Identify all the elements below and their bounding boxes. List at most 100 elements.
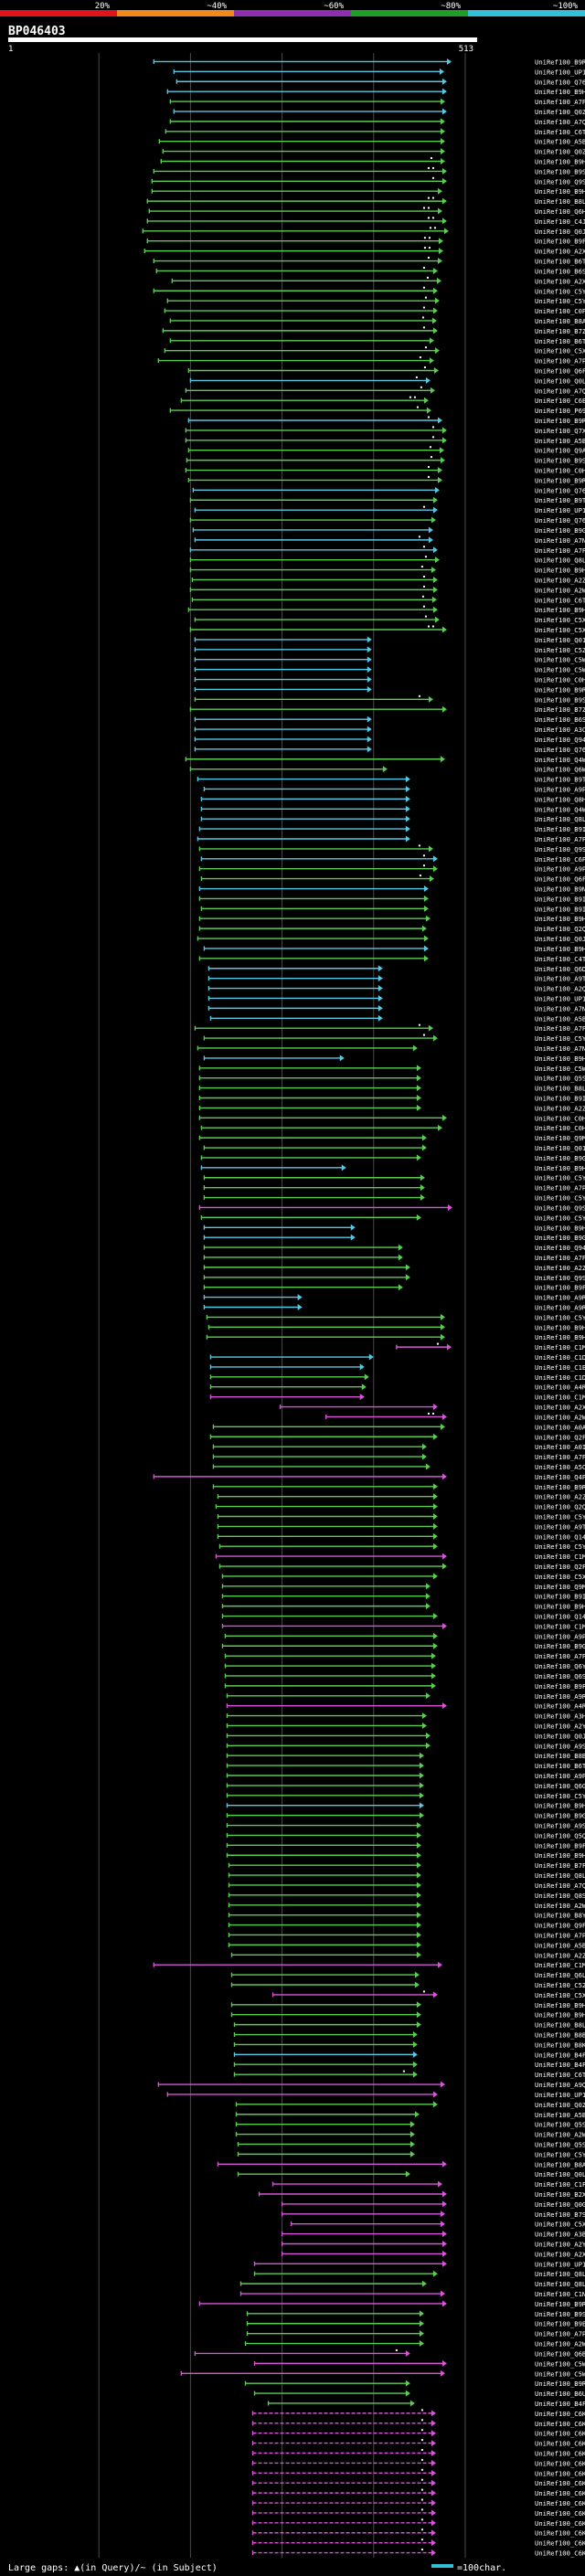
hit-label[interactable]: UniRef100_Q9SD38 — [535, 177, 585, 186]
hit-label[interactable]: UniRef100_A7PKM7 — [535, 835, 585, 843]
hit-label[interactable]: UniRef100_C5YSN3 — [535, 1313, 585, 1321]
hit-label[interactable]: UniRef100_B9HAS7 — [535, 1851, 585, 1860]
hit-label[interactable]: UniRef100_B9HSC5 — [535, 157, 585, 165]
hit-label[interactable]: UniRef100_Q9M1U2 — [535, 1134, 585, 1142]
hit-label[interactable]: UniRef100_B9FAX1 — [535, 1284, 585, 1292]
hit-label[interactable]: UniRef100_A9RMD2 — [535, 1294, 585, 1302]
hit-label[interactable]: UniRef100_A9PIM3 — [535, 1632, 585, 1640]
hit-label[interactable]: UniRef100_B9IPN2 — [535, 905, 585, 913]
hit-label[interactable]: UniRef100_Q6DBP8 — [535, 965, 585, 973]
hit-label[interactable]: UniRef100_Q6YSY7 — [535, 1662, 585, 1670]
hit-label[interactable]: UniRef100_B7FH17 — [535, 1861, 585, 1870]
hit-label[interactable]: UniRef100_Q9FJ10 — [535, 1922, 585, 1930]
hit-label[interactable]: UniRef100_A4RTA3 — [535, 1702, 585, 1711]
hit-label[interactable]: UniRef100_C6K2K3 — [535, 2410, 585, 2418]
hit-label[interactable]: UniRef100_Q6H635 — [535, 207, 585, 216]
hit-label[interactable]: UniRef100_UP1ooo... — [535, 2260, 585, 2268]
hit-label[interactable]: UniRef100_A2ZG56 — [535, 1951, 585, 1959]
hit-label[interactable]: UniRef100_A9T5B9 — [535, 1522, 585, 1531]
hit-label[interactable]: UniRef100_B8K051 — [535, 2041, 585, 2049]
hit-label[interactable]: UniRef100_Q94L06 — [535, 736, 585, 744]
hit-label[interactable]: UniRef100_B9HLK6 — [535, 567, 585, 575]
hit-label[interactable]: UniRef100_B6U513 — [535, 2390, 585, 2398]
hit-label[interactable]: UniRef100_UP1ooo... — [535, 2091, 585, 2099]
hit-label[interactable]: UniRef100_C6PRB3 — [535, 855, 585, 864]
hit-label[interactable]: UniRef100_C6K2J6 — [535, 2459, 585, 2467]
hit-label[interactable]: UniRef100_B9HFQ7 — [535, 1603, 585, 1611]
hit-label[interactable]: UniRef100_A7PPL3 — [535, 1652, 585, 1660]
hit-label[interactable]: UniRef100_A0ADW6 — [535, 1423, 585, 1431]
hit-label[interactable]: UniRef100_B9HXQ3 — [535, 1164, 585, 1172]
hit-label[interactable]: UniRef100_A2XC28 — [535, 1404, 585, 1412]
hit-label[interactable]: UniRef100_B9IJR8 — [535, 1095, 585, 1103]
hit-label[interactable]: UniRef100_Q5SJ16 — [535, 2140, 585, 2148]
hit-label[interactable]: UniRef100_C1MMQ0 — [535, 1394, 585, 1402]
hit-label[interactable]: UniRef100_Q76DY3 — [535, 516, 585, 525]
hit-label[interactable]: UniRef100_B9RD53 — [535, 476, 585, 484]
hit-label[interactable]: UniRef100_C6K2J4 — [535, 2479, 585, 2487]
hit-label[interactable]: UniRef100_B2XY18 — [535, 2190, 585, 2199]
hit-label[interactable]: UniRef100_B9HX63 — [535, 2001, 585, 2009]
hit-label[interactable]: UniRef100_Q0GRN7 — [535, 2200, 585, 2209]
hit-label[interactable]: UniRef100_Q4W743 — [535, 756, 585, 764]
hit-label[interactable]: UniRef100_A2WVE8 — [535, 2131, 585, 2139]
hit-label[interactable]: UniRef100_B9HFO5 — [535, 2011, 585, 2019]
hit-label[interactable]: UniRef100_Q8L4W0 — [535, 2270, 585, 2278]
hit-label[interactable]: UniRef100_B9FLN6 — [535, 1841, 585, 1850]
hit-label[interactable]: UniRef100_B9GC25 — [535, 1154, 585, 1162]
hit-label[interactable]: UniRef100_Q0ZQ59 — [535, 148, 585, 156]
hit-label[interactable]: UniRef100_A2YJW2 — [535, 1722, 585, 1730]
hit-label[interactable]: UniRef100_C5WY43 — [535, 656, 585, 664]
hit-label[interactable]: UniRef100_C0PFJ8 — [535, 307, 585, 315]
hit-label[interactable]: UniRef100_UP1ooo... — [535, 994, 585, 1002]
hit-label[interactable]: UniRef100_B9RN17 — [535, 1483, 585, 1491]
hit-label[interactable]: UniRef100_B4FVQ9 — [535, 2051, 585, 2059]
hit-label[interactable]: UniRef100_B9RZ58 — [535, 685, 585, 694]
hit-label[interactable]: UniRef100_B9HAW6 — [535, 1802, 585, 1810]
hit-label[interactable]: UniRef100_B9GVW2 — [535, 1812, 585, 1820]
hit-label[interactable]: UniRef100_A2XQW7 — [535, 2250, 585, 2258]
hit-label[interactable]: UniRef100_A9SQ42 — [535, 1822, 585, 1830]
hit-label[interactable]: UniRef100_Q2QLX6 — [535, 925, 585, 933]
hit-label[interactable]: UniRef100_A5C216 — [535, 1463, 585, 1471]
hit-label[interactable]: UniRef100_B9HKW9 — [535, 1055, 585, 1063]
hit-label[interactable]: UniRef100_B9I9M5 — [535, 1593, 585, 1601]
hit-label[interactable]: UniRef100_A9SI79 — [535, 1742, 585, 1750]
hit-label[interactable]: UniRef100_C1DXN1 — [535, 1353, 585, 1362]
hit-label[interactable]: UniRef100_C5YDX7 — [535, 287, 585, 295]
hit-label[interactable]: UniRef100_B9HFC8 — [535, 187, 585, 196]
hit-label[interactable]: UniRef100_C5YVX7 — [535, 1542, 585, 1551]
hit-label[interactable]: UniRef100_C1MNE6 — [535, 1961, 585, 1969]
hit-label[interactable]: UniRef100_B8LK83 — [535, 197, 585, 206]
hit-label[interactable]: UniRef100_UP1ooo... — [535, 68, 585, 76]
hit-label[interactable]: UniRef100_C6K2I8 — [535, 2519, 585, 2528]
hit-label[interactable]: UniRef100_B9SXL7 — [535, 695, 585, 704]
hit-label[interactable]: UniRef100_C1NS02 — [535, 2290, 585, 2298]
hit-label[interactable]: UniRef100_A2Z863 — [535, 1264, 585, 1272]
hit-label[interactable]: UniRef100_Q6F8I5 — [535, 366, 585, 375]
hit-label[interactable]: UniRef100_C5Y2Z6 — [535, 297, 585, 305]
hit-label[interactable]: UniRef100_Q7XB94 — [535, 427, 585, 435]
hit-label[interactable]: UniRef100_C0HF44 — [535, 467, 585, 475]
hit-label[interactable]: UniRef100_B9RKS6 — [535, 2300, 585, 2308]
hit-label[interactable]: UniRef100_C5XF43 — [535, 1573, 585, 1581]
hit-label[interactable]: UniRef100_B4FTF1 — [535, 2400, 585, 2408]
hit-label[interactable]: UniRef100_A2WTH1 — [535, 1902, 585, 1910]
hit-label[interactable]: UniRef100_A3C783 — [535, 726, 585, 734]
hit-label[interactable]: UniRef100_Q2F7Q5 — [535, 1433, 585, 1441]
hit-label[interactable]: UniRef100_A9RWE3 — [535, 1304, 585, 1312]
hit-label[interactable]: UniRef100_C1E699 — [535, 1363, 585, 1372]
hit-label[interactable]: UniRef100_Q8LGB1 — [535, 2280, 585, 2288]
hit-label[interactable]: UniRef100_B8B3D5 — [535, 2031, 585, 2040]
hit-label[interactable]: UniRef100_B8Y1E8 — [535, 1912, 585, 1920]
hit-label[interactable]: UniRef100_C5YXZ0 — [535, 1174, 585, 1182]
hit-label[interactable]: UniRef100_Q14SS7 — [535, 1613, 585, 1621]
hit-label[interactable]: UniRef100_A7NW66 — [535, 1004, 585, 1012]
hit-label[interactable]: UniRef100_A7PUU2 — [535, 1453, 585, 1461]
hit-label[interactable]: UniRef100_P69781 — [535, 407, 585, 415]
hit-label[interactable]: UniRef100_B6TW17 — [535, 337, 585, 345]
hit-label[interactable]: UniRef100_Q2F7Q7 — [535, 1563, 585, 1571]
hit-label[interactable]: UniRef100_Q76DY2 — [535, 486, 585, 494]
hit-label[interactable]: UniRef100_Q0ZQ57 — [535, 108, 585, 116]
hit-label[interactable]: UniRef100_Q9AVQ3 — [535, 447, 585, 455]
